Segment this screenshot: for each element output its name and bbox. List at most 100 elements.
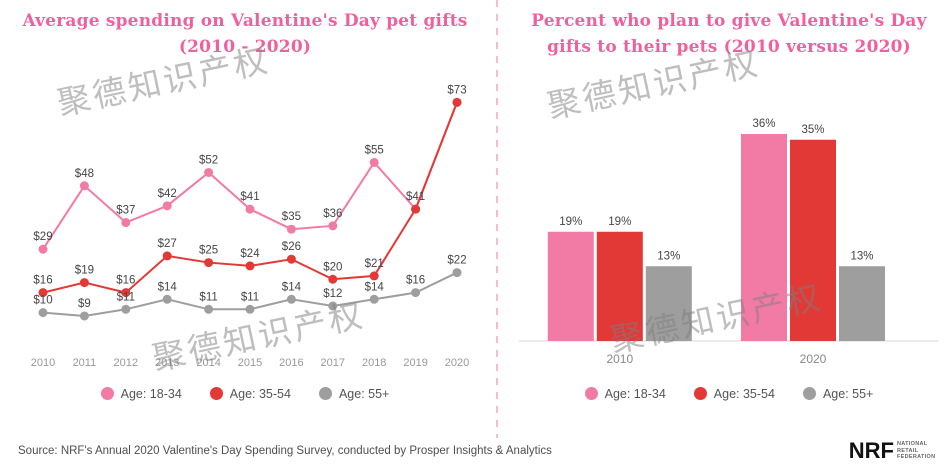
data-point — [38, 287, 48, 297]
legend-item-35-54: Age: 35-54 — [209, 387, 291, 401]
data-point — [121, 304, 131, 314]
red-dot-icon — [693, 387, 707, 401]
data-point — [121, 217, 131, 227]
data-point — [79, 311, 89, 321]
bar — [839, 265, 885, 341]
data-point-label: $16 — [406, 274, 425, 286]
data-point-label: $42 — [158, 188, 177, 200]
legend-label: Age: 18-34 — [120, 386, 182, 401]
footer: Source: NRF's Annual 2020 Valentine's Da… — [0, 438, 949, 464]
data-point-label: $11 — [117, 291, 135, 303]
bar-chart-title-line-1: Percent who plan to give Valentine's Day — [531, 11, 927, 31]
data-point — [162, 201, 172, 211]
data-point-label: $9 — [78, 298, 91, 310]
data-point-label: $26 — [282, 241, 301, 253]
pink-dot-icon — [584, 387, 598, 401]
data-point-label: $20 — [323, 261, 342, 273]
legend-label: Age: 55+ — [822, 386, 874, 401]
data-point — [328, 221, 338, 231]
data-point — [369, 294, 379, 304]
line-chart-panel: Average spending on Valentine's Day pet … — [10, 8, 480, 401]
nrf-logo-subtext: National Retail Federation — [897, 441, 936, 461]
bar-chart-legend: Age: 18-34 Age: 35-54 Age: 55+ — [517, 387, 941, 401]
bar — [547, 231, 594, 341]
data-point — [204, 257, 214, 267]
data-point-label: $24 — [240, 248, 260, 260]
legend-label: Age: 18-34 — [604, 386, 666, 401]
legend-item-55-plus: Age: 55+ — [802, 386, 874, 401]
data-point — [286, 224, 296, 234]
data-point-label: $73 — [447, 84, 466, 96]
data-point-label: $52 — [199, 154, 218, 166]
x-tick-label: 2014 — [196, 357, 220, 369]
x-tick-label: 2017 — [321, 357, 345, 369]
x-tick-label: 2020 — [800, 352, 827, 366]
legend-label: Age: 55+ — [338, 386, 390, 401]
data-point — [452, 267, 462, 277]
line-chart-title-line-1: Average spending on Valentine's Day pet … — [22, 11, 468, 31]
data-point — [79, 180, 89, 190]
bar-label: 13% — [850, 250, 873, 262]
series-line — [42, 101, 458, 250]
bar-label: 36% — [752, 118, 775, 130]
data-point-label: $41 — [240, 191, 259, 203]
data-point — [245, 261, 255, 271]
bar — [596, 231, 643, 341]
data-point — [286, 294, 296, 304]
data-point-label: $29 — [33, 231, 52, 243]
data-point — [38, 244, 48, 254]
legend-item-35-54: Age: 35-54 — [693, 386, 775, 401]
legend-item-55-plus: Age: 55+ — [318, 386, 390, 401]
data-point — [369, 157, 379, 167]
bar-label: 35% — [801, 123, 824, 135]
data-point — [245, 304, 255, 314]
x-tick-label: 2010 — [31, 357, 55, 369]
data-point-label: $22 — [447, 254, 466, 266]
x-tick-label: 2015 — [238, 357, 262, 369]
data-point-label: $16 — [33, 274, 52, 286]
x-tick-label: 2016 — [279, 357, 303, 369]
data-point — [286, 254, 296, 264]
data-point-label: $21 — [365, 258, 384, 270]
legend-item-18-34: Age: 18-34 — [584, 386, 666, 401]
bar-chart-title-line-2: gifts to their pets (2010 versus 2020) — [547, 37, 911, 58]
data-point-label: $35 — [282, 211, 301, 223]
data-point — [204, 167, 214, 177]
bar-chart: 2010 19% 19% 13% 2020 36% 35% 13% — [519, 118, 939, 366]
legend-item-18-34: Age: 18-34 — [100, 386, 182, 401]
data-point-label: $14 — [365, 281, 385, 293]
gray-dot-icon — [802, 387, 816, 401]
panel-divider — [496, 0, 498, 438]
line-chart-legend: Age: 18-34 Age: 35-54 Age: 55+ — [10, 387, 480, 401]
x-tick-label: 2019 — [403, 357, 427, 369]
line-chart-title: Average spending on Valentine's Day pet … — [10, 8, 480, 61]
legend-label: Age: 35-54 — [713, 386, 775, 401]
data-point-label: $14 — [282, 281, 302, 293]
red-dot-icon — [209, 387, 223, 401]
gray-dot-icon — [318, 387, 332, 401]
data-point-label: $36 — [323, 208, 342, 220]
source-text: Source: NRF's Annual 2020 Valentine's Da… — [18, 445, 552, 457]
data-point-label: $48 — [75, 167, 94, 179]
data-point-label: $11 — [199, 291, 217, 303]
line-chart: 2010 2011 2012 2013 2014 2015 2016 2017 2018 2019… — [31, 84, 469, 369]
x-tick-label: 2011 — [73, 357, 97, 369]
data-point — [79, 277, 89, 287]
data-point — [204, 304, 214, 314]
bar-chart-title: Percent who plan to give Valentine's Day… — [517, 8, 941, 61]
bar — [790, 139, 836, 341]
bar-chart-panel: Percent who plan to give Valentine's Day… — [517, 8, 941, 401]
data-point-label: $11 — [241, 291, 259, 303]
pink-dot-icon — [100, 387, 114, 401]
x-tick-label: 2018 — [362, 357, 386, 369]
data-point — [411, 287, 421, 297]
data-point — [369, 271, 379, 281]
nrf-logo-text: NRF — [848, 438, 894, 463]
data-point — [38, 307, 48, 317]
data-point — [328, 274, 338, 284]
data-point-label: $27 — [158, 238, 177, 250]
data-point-label: $25 — [199, 244, 218, 256]
data-point-label: $37 — [116, 204, 135, 216]
bar-label: 13% — [657, 250, 680, 262]
